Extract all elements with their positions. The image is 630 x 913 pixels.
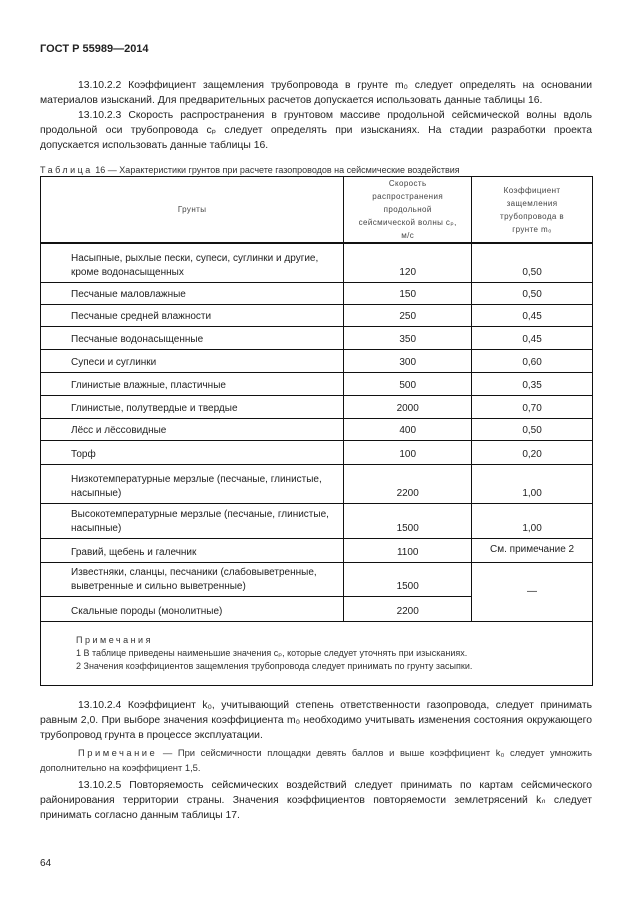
cell-soil: Песчаные водонасыщенные xyxy=(39,325,345,350)
cell-soil: Гравий, щебень и галечник xyxy=(39,537,345,563)
cell-wave-speed: 1500 xyxy=(343,561,473,597)
table-row: Песчаные средней влажности 250 0,45 xyxy=(39,303,593,327)
cell-soil: Низкотемпературные мерзлые (песчаные, гл… xyxy=(39,463,345,504)
cell-wave-speed: 300 xyxy=(343,348,473,373)
note-item: 1 В таблице приведены наименьшие значени… xyxy=(76,647,468,658)
cell-soil: Лёсс и лёссовидные xyxy=(39,417,345,441)
cell-wave-speed: 2200 xyxy=(343,595,473,622)
col-header-wave-speed: Скорость распространения продольной сейс… xyxy=(343,176,473,244)
cell-wave-speed: 2200 xyxy=(343,463,473,504)
table-row: Песчаные водонасыщенные 350 0,45 xyxy=(39,325,593,350)
table-row: Торф 100 0,20 xyxy=(39,439,593,465)
cell-wave-speed: 400 xyxy=(343,417,473,441)
paragraph-13-10-2-2: 13.10.2.2 Коэффициент защемления трубопр… xyxy=(40,80,592,106)
cell-wave-speed: 1100 xyxy=(343,537,473,563)
cell-soil: Скальные породы (монолитные) xyxy=(39,595,345,622)
paragraph-13-10-2-4: 13.10.2.4 Коэффициент k₀, учитывающий ст… xyxy=(40,700,592,741)
table-row: Песчаные маловлажные 150 0,50 xyxy=(39,281,593,305)
cell-coefficient: 0,35 xyxy=(471,371,593,396)
soil-table: Грунты Скорость распространения продольн… xyxy=(39,176,593,686)
table-caption: Таблица 16 — Характеристики грунтов при … xyxy=(40,163,460,178)
table-row: Скальные породы (монолитные) 2200 xyxy=(39,595,593,622)
cell-wave-speed: 100 xyxy=(343,439,473,465)
note-label: Примечание xyxy=(78,747,158,758)
document-header: ГОСТ Р 55989—2014 xyxy=(40,43,149,55)
cell-soil: Супеси и суглинки xyxy=(39,348,345,373)
notes-title: Примечания xyxy=(76,634,153,645)
cell-wave-speed: 2000 xyxy=(343,394,473,419)
cell-wave-speed: 120 xyxy=(343,242,473,283)
paragraph-13-10-2-3: 13.10.2.3 Скорость распространения в гру… xyxy=(40,110,592,151)
page-number: 64 xyxy=(40,858,52,869)
cell-wave-speed: 500 xyxy=(343,371,473,396)
cell-coefficient: 0,45 xyxy=(471,325,593,350)
table-row: Глинистые, полутвердые и твердые 2000 0,70 xyxy=(39,394,593,419)
table-row: Высокотемпературные мерзлые (песчаные, г… xyxy=(39,502,593,539)
col-header-coefficient: Коэффициент защемления трубопровода в гр… xyxy=(471,176,593,244)
table-row: Гравий, щебень и галечник 1100 См. примеча… xyxy=(39,537,593,563)
table-row: Насыпные, рыхлые пески, супеси, суглинки… xyxy=(39,242,593,283)
cell-coefficient: См. примечание 2 xyxy=(471,537,593,563)
cell-coefficient: 0,50 xyxy=(471,242,593,283)
table-row: Супеси и суглинки 300 0,60 xyxy=(39,348,593,373)
table-row: Глинистые влажные, пластичные 500 0,35 xyxy=(39,371,593,396)
table-notes: Примечания 1 В таблице приведены наименьш… xyxy=(40,620,593,686)
note-text: — При сейсмичности площадки девять балло… xyxy=(40,747,592,773)
cell-soil: Насыпные, рыхлые пески, супеси, суглинки… xyxy=(39,242,345,283)
table-caption-label: Таблица xyxy=(40,165,93,175)
cell-coefficient: 1,00 xyxy=(471,502,593,539)
cell-soil: Песчаные маловлажные xyxy=(39,281,345,305)
cell-wave-speed: 150 xyxy=(343,281,473,305)
cell-coefficient: 1,00 xyxy=(471,463,593,504)
table-row: Лёсс и лёссовидные 400 0,50 xyxy=(39,417,593,441)
cell-soil: Песчаные средней влажности xyxy=(39,303,345,327)
note-item: 2 Значения коэффициентов защемления труб… xyxy=(76,660,473,671)
cell-coefficient: 0,50 xyxy=(471,417,593,441)
cell-soil: Высокотемпературные мерзлые (песчаные, г… xyxy=(39,502,345,539)
table-row: Низкотемпературные мерзлые (песчаные, гл… xyxy=(39,463,593,504)
cell-soil: Известняки, сланцы, песчаники (слабовыве… xyxy=(39,561,345,597)
col-header-soils: Грунты xyxy=(39,176,345,244)
paragraph-note: Примечание — При сейсмичности площадки д… xyxy=(40,745,592,775)
cell-coefficient: 0,60 xyxy=(471,348,593,373)
paragraph-13-10-2-5: 13.10.2.5 Повторяемость сейсмических воз… xyxy=(40,780,592,821)
cell-soil: Торф xyxy=(39,439,345,465)
cell-wave-speed: 250 xyxy=(343,303,473,327)
cell-wave-speed: 1500 xyxy=(343,502,473,539)
table-row: Известняки, сланцы, песчаники (слабовыве… xyxy=(39,561,593,622)
cell-soil: Глинистые, полутвердые и твердые xyxy=(39,394,345,419)
table-caption-text: 16 — Характеристики грунтов при расчете … xyxy=(92,165,460,175)
cell-wave-speed: 350 xyxy=(343,325,473,350)
cell-coefficient: — xyxy=(471,561,593,622)
cell-coefficient: 0,20 xyxy=(471,439,593,465)
cell-coefficient: 0,50 xyxy=(471,281,593,305)
cell-coefficient: 0,45 xyxy=(471,303,593,327)
cell-coefficient: 0,70 xyxy=(471,394,593,419)
notes-row: Примечания 1 В таблице приведены наименьш… xyxy=(40,620,593,686)
cell-soil: Глинистые влажные, пластичные xyxy=(39,371,345,396)
